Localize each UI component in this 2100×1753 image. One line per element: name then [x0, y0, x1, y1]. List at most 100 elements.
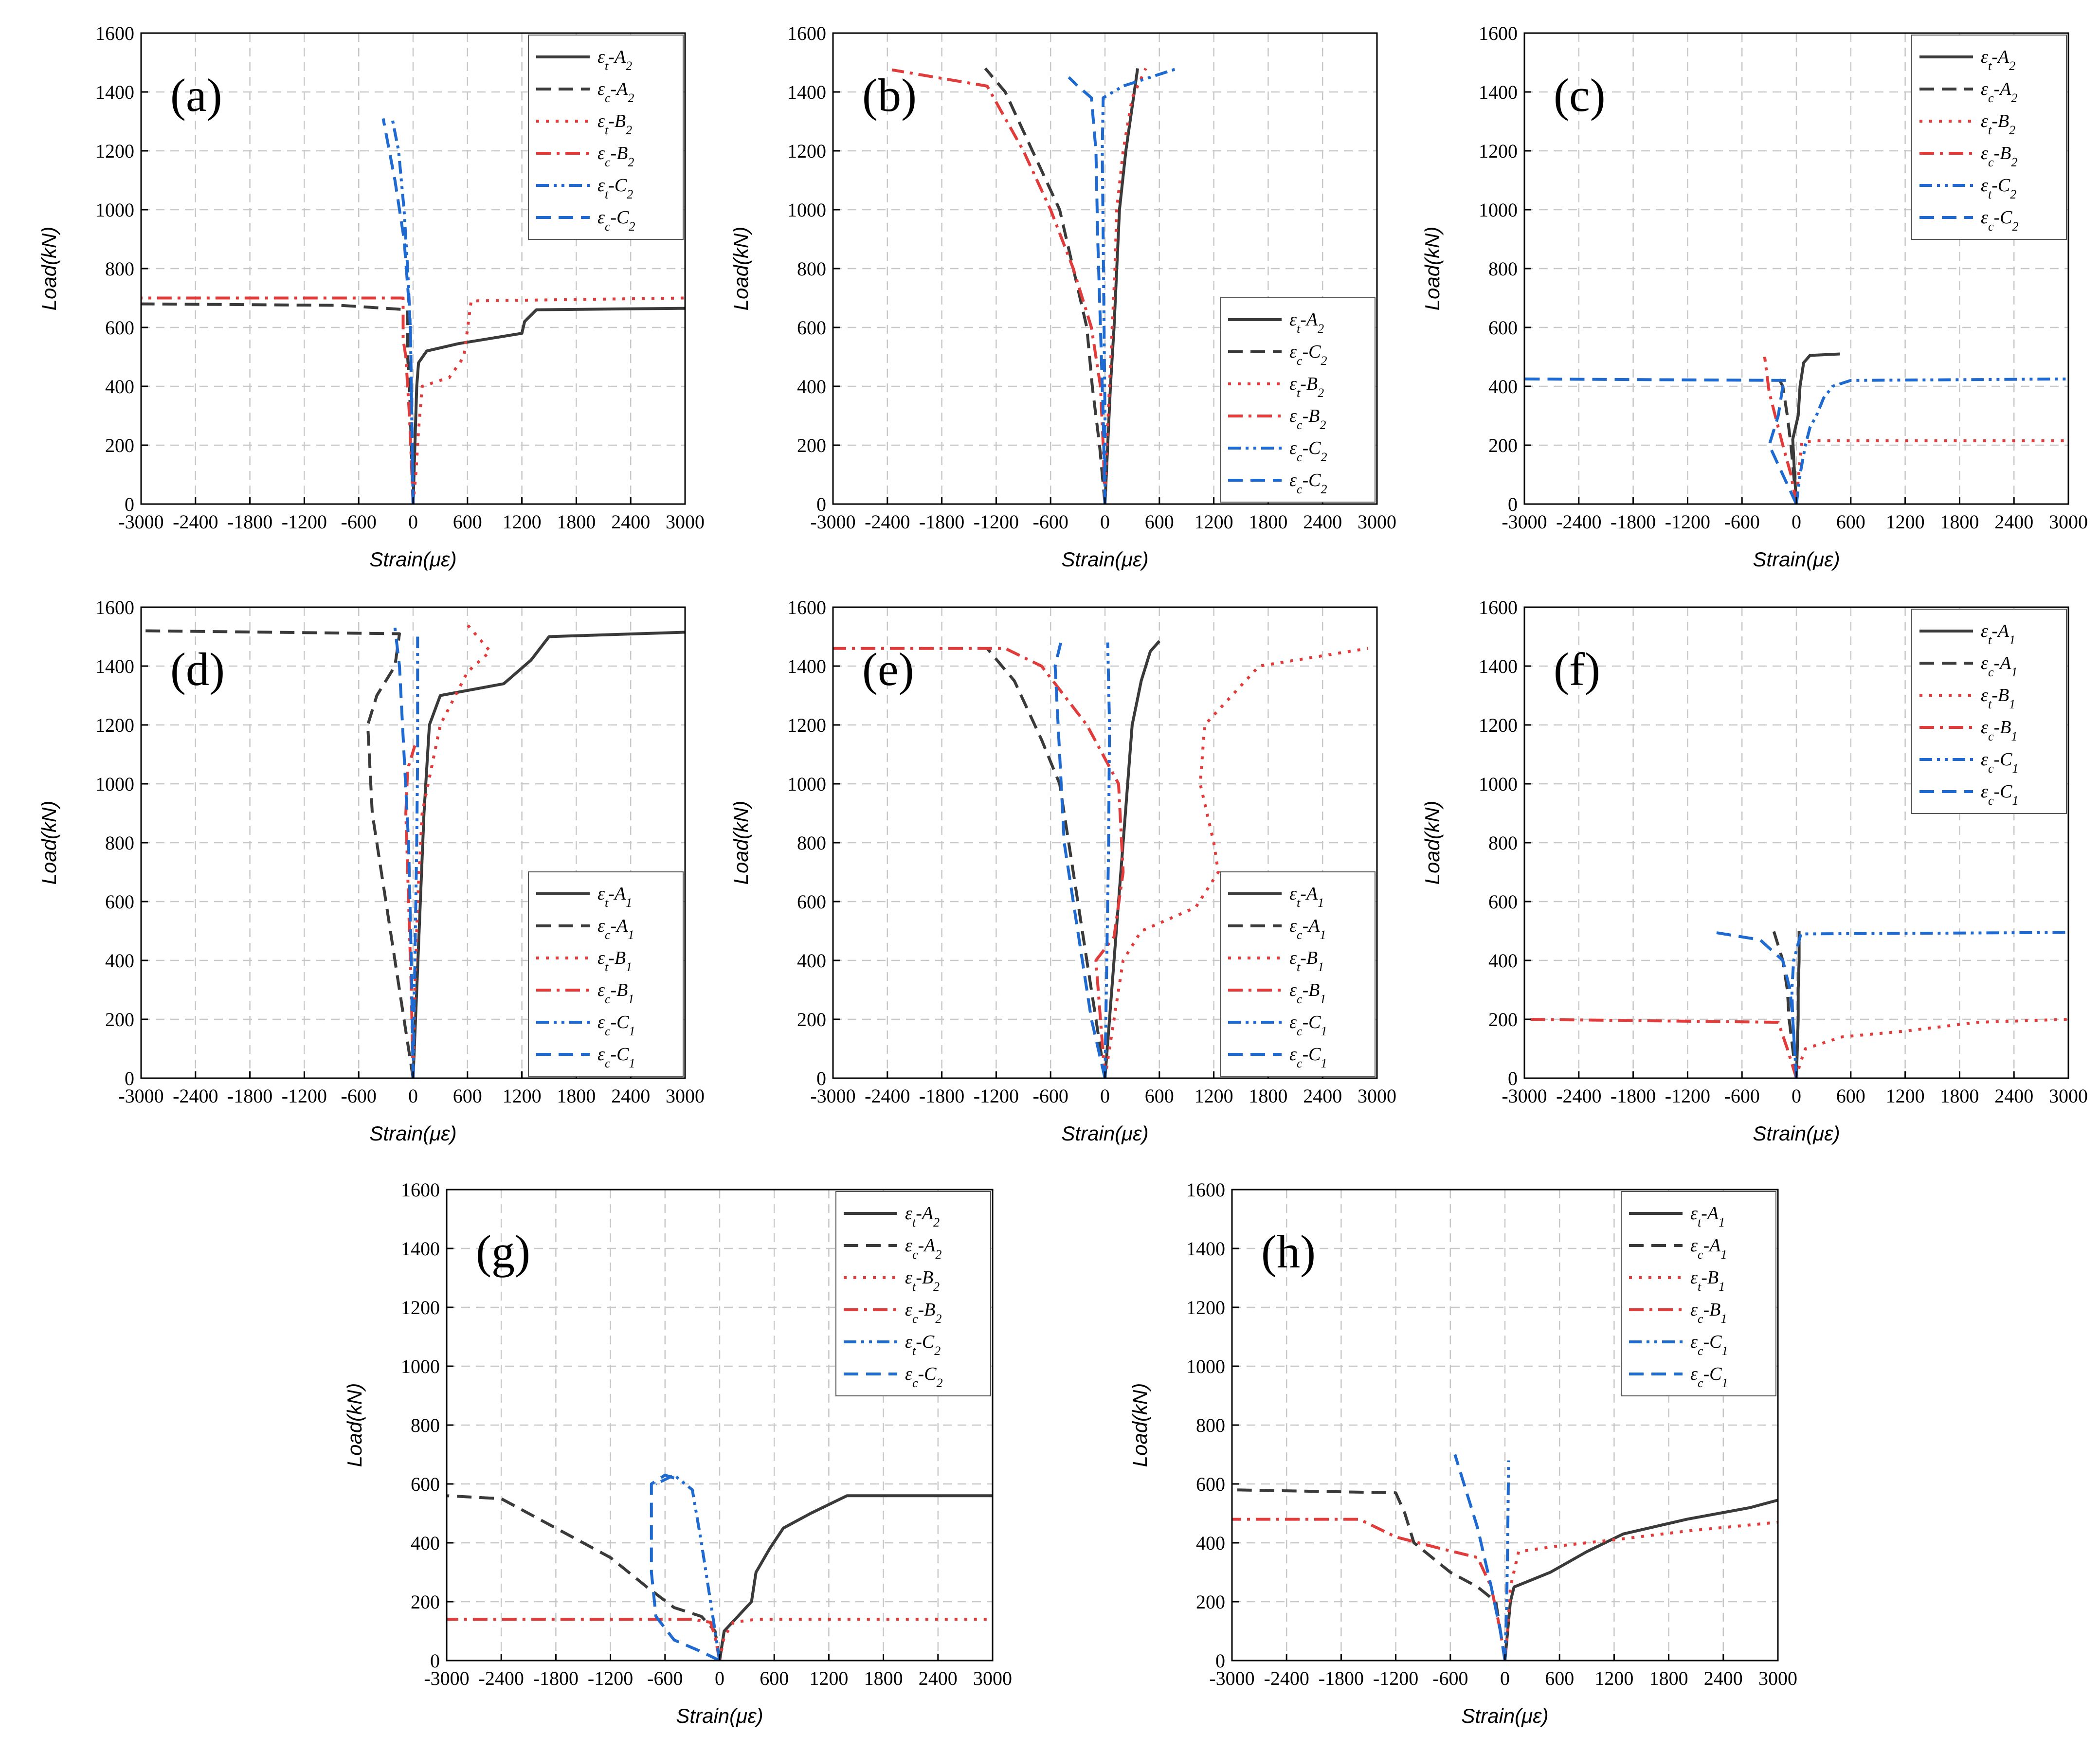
x-tick-label: 0 — [1100, 511, 1110, 533]
series-line-εt-B2 — [1104, 68, 1147, 504]
x-tick-label: 0 — [408, 1085, 418, 1107]
series-line-εt-A1 — [1104, 640, 1161, 1078]
y-tick-label: 800 — [411, 1414, 440, 1436]
x-tick-label: -1800 — [227, 511, 272, 533]
legend-label: εc-A2 — [597, 79, 634, 105]
legend-label: εt-C2 — [1981, 175, 2016, 201]
chart-panel-a: -3000 -2400 -1800 -1200 -600 0 600 1200 1800 2400… — [37, 22, 705, 571]
series-line-εc-B1 — [404, 745, 416, 1078]
series-line-εc-B1 — [1232, 1518, 1506, 1661]
y-tick-label: 600 — [1196, 1473, 1225, 1495]
series-line-εc-A1 — [1772, 930, 1798, 1078]
y-tick-label: 1600 — [787, 22, 826, 44]
y-tick-label: 800 — [797, 832, 826, 854]
x-tick-label: 3000 — [666, 1085, 705, 1107]
x-tick-label: 1800 — [1940, 1085, 1979, 1107]
x-tick-label: 600 — [1836, 511, 1865, 533]
series-line-εc-C1 — [1714, 931, 1798, 1078]
panel-label: (c) — [1554, 69, 1606, 121]
y-axis-title: Load(kN) — [37, 227, 60, 311]
legend-label: εt-B1 — [1981, 685, 2015, 711]
chart-panel-b: -3000 -2400 -1800 -1200 -600 0 600 1200 1800 2400… — [729, 22, 1396, 571]
series-line-εt-C1 — [1104, 642, 1111, 1078]
x-tick-label: 600 — [453, 511, 482, 533]
legend-label: εt-B2 — [1981, 111, 2015, 137]
series-line-εt-C1 — [1503, 1460, 1510, 1661]
y-tick-label: 800 — [1196, 1414, 1225, 1436]
y-tick-label: 1400 — [95, 655, 134, 677]
legend-label: εc-B1 — [1690, 1300, 1727, 1326]
x-axis-title: Strain(με) — [1061, 548, 1148, 571]
panel-label: (a) — [170, 69, 222, 121]
y-tick-label: 600 — [105, 317, 134, 339]
y-tick-label: 800 — [105, 258, 134, 280]
x-tick-label: 3000 — [2049, 511, 2088, 533]
legend-label: εt-A1 — [1289, 884, 1324, 910]
legend-label: εt-C2 — [905, 1332, 941, 1358]
x-tick-label: -1200 — [588, 1667, 633, 1689]
series-line-εc-B1 — [833, 647, 1125, 1078]
legend: εt-A1 εc-A1 εt-B1 εc-B1 εc-C1 εc-C1 — [1621, 1191, 1776, 1396]
legend-label: εc-B1 — [1981, 717, 2017, 743]
series-line-εt-C1 — [412, 636, 419, 1078]
y-tick-label: 1400 — [1479, 81, 1518, 103]
y-axis-title: Load(kN) — [343, 1383, 366, 1467]
legend-label: εc-C1 — [1981, 781, 2019, 808]
x-tick-label: 3000 — [666, 511, 705, 533]
y-tick-label: 1000 — [1186, 1355, 1225, 1377]
legend-label: εc-A1 — [1690, 1235, 1727, 1262]
legend-label: εt-A2 — [905, 1203, 940, 1229]
legend-label: εc-B1 — [597, 980, 634, 1006]
x-tick-label: -3000 — [424, 1667, 469, 1689]
series-line-εc-C1 — [1453, 1454, 1506, 1661]
y-tick-label: 1000 — [787, 199, 826, 221]
x-tick-label: -3000 — [1209, 1667, 1254, 1689]
y-tick-label: 1600 — [401, 1179, 440, 1201]
y-axis-title: Load(kN) — [729, 801, 752, 885]
x-tick-label: -2400 — [1556, 1085, 1601, 1107]
x-tick-label: 0 — [1100, 1085, 1110, 1107]
x-tick-label: 2400 — [611, 1085, 650, 1107]
series-line-εt-B1 — [1104, 647, 1368, 1078]
y-tick-label: 400 — [105, 376, 134, 398]
x-tick-label: 3000 — [1358, 511, 1396, 533]
x-tick-label: 1200 — [809, 1667, 848, 1689]
legend-label: εc-C2 — [597, 207, 635, 234]
x-tick-label: -2400 — [173, 511, 218, 533]
x-tick-label: 1200 — [1594, 1667, 1633, 1689]
y-tick-label: 1200 — [1479, 140, 1518, 162]
y-tick-label: 600 — [797, 891, 826, 913]
chart-panel-d: -3000 -2400 -1800 -1200 -600 0 600 1200 1800 2400… — [37, 596, 705, 1145]
y-tick-label: 1000 — [95, 773, 134, 795]
x-tick-label: 1200 — [1886, 511, 1925, 533]
panel-label: (e) — [862, 643, 914, 695]
x-axis-title: Strain(με) — [369, 1122, 456, 1145]
legend: εt-A1 εc-A1 εt-B1 εc-B1 εc-C1 εc-C1 — [1911, 609, 2067, 814]
y-tick-label: 0 — [816, 1067, 826, 1089]
legend-label: εc-A1 — [597, 916, 634, 942]
series-line-εt-A2 — [412, 307, 685, 504]
series-line-εc-B1 — [1524, 1018, 1798, 1078]
x-tick-label: 1800 — [1940, 511, 1979, 533]
x-axis-title: Strain(με) — [369, 548, 456, 571]
chart-panel-e: -3000 -2400 -1800 -1200 -600 0 600 1200 1800 2400… — [729, 596, 1396, 1145]
legend-label: εt-B2 — [597, 111, 632, 137]
legend-label: εt-A2 — [597, 47, 632, 73]
x-tick-label: -2400 — [865, 1085, 910, 1107]
y-tick-label: 400 — [1488, 376, 1518, 398]
x-tick-label: 2400 — [611, 511, 650, 533]
y-tick-label: 800 — [1488, 832, 1518, 854]
legend-label: εt-B2 — [1289, 374, 1324, 400]
legend-box — [1621, 1191, 1776, 1396]
legend-box — [1220, 871, 1376, 1077]
x-tick-label: 2400 — [1303, 511, 1342, 533]
series-line-εc-A1 — [986, 647, 1106, 1078]
x-tick-label: -600 — [1033, 1085, 1068, 1107]
x-tick-label: 2400 — [1994, 511, 2033, 533]
x-tick-label: 2400 — [1303, 1085, 1342, 1107]
y-tick-label: 1600 — [1186, 1179, 1225, 1201]
series-line-εt-B2 — [718, 1618, 993, 1661]
series-line-εc-C2 — [1068, 76, 1106, 504]
y-tick-label: 1200 — [787, 140, 826, 162]
